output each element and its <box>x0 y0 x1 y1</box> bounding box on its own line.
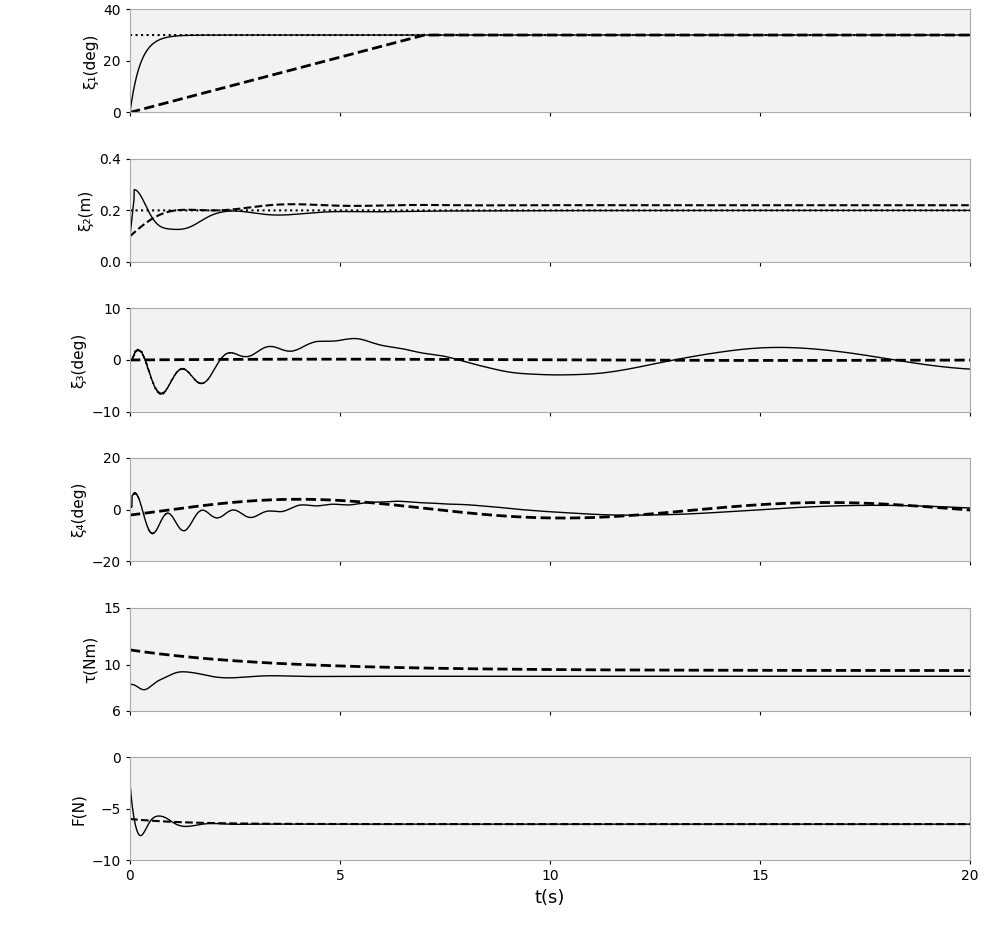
Y-axis label: F(N): F(N) <box>71 793 86 824</box>
Y-axis label: ξ₃(deg): ξ₃(deg) <box>71 332 86 388</box>
X-axis label: t(s): t(s) <box>535 889 565 906</box>
Y-axis label: ξ₂(m): ξ₂(m) <box>79 190 94 231</box>
Y-axis label: ξ₄(deg): ξ₄(deg) <box>71 482 86 537</box>
Y-axis label: τ(Nm): τ(Nm) <box>83 635 98 683</box>
Y-axis label: ξ₁(deg): ξ₁(deg) <box>83 33 98 89</box>
